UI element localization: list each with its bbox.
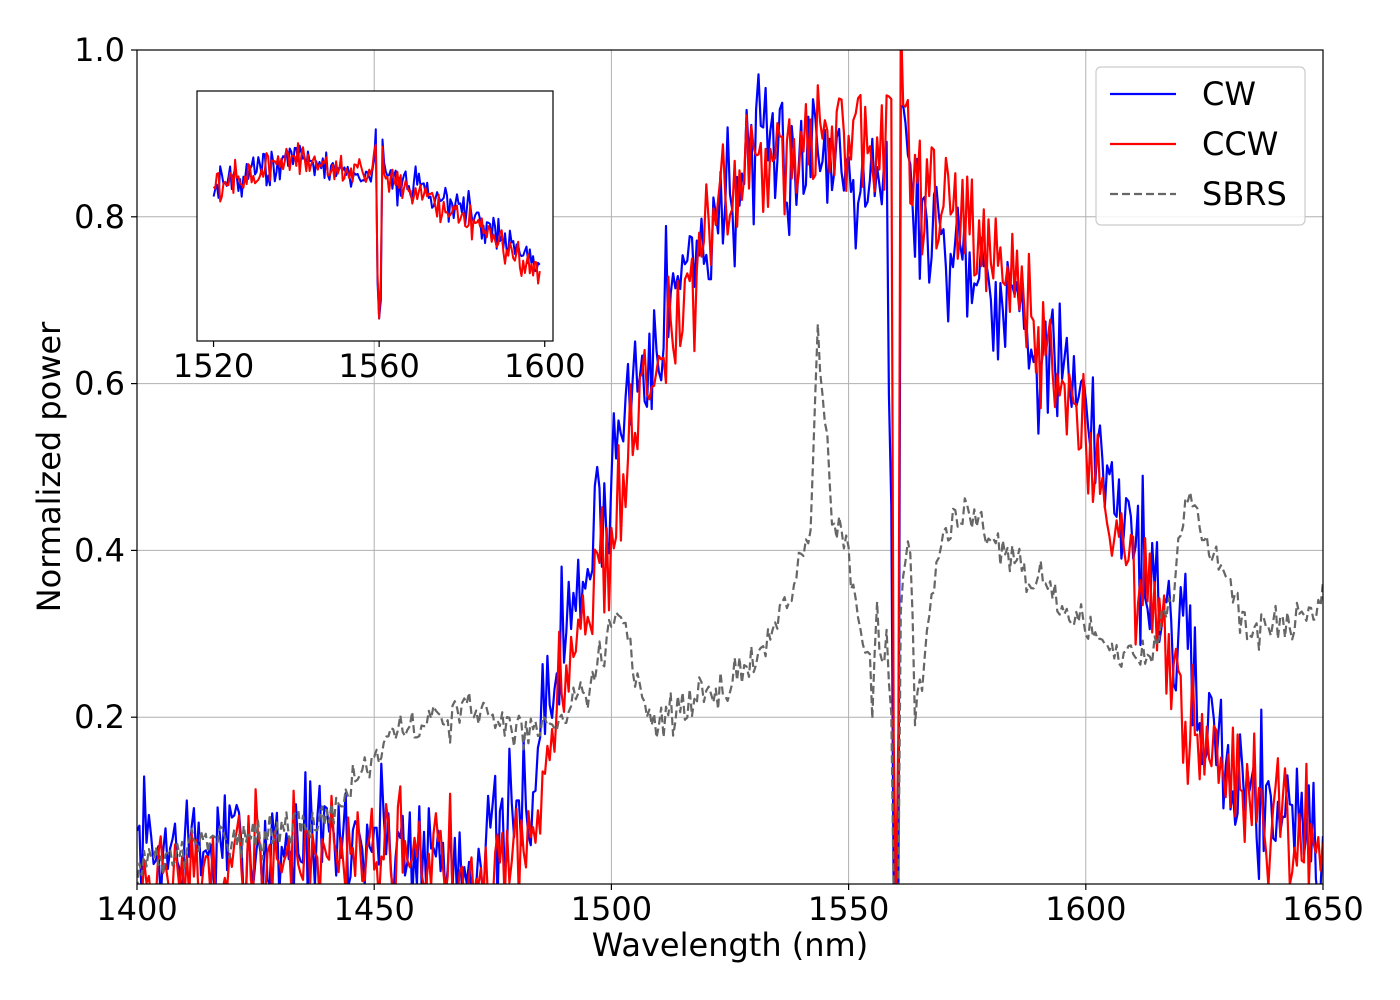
y-tick-label: 0.2 (74, 698, 125, 736)
series-line-ccw (141, 50, 1323, 884)
inset-background (197, 91, 553, 341)
inset-x-tick-label: 1560 (338, 347, 419, 385)
inset-x-tick-label: 1600 (504, 347, 585, 385)
y-tick-label: 0.8 (74, 198, 125, 236)
main-axes: 1400 1450 1500 1550 1600 1650 0.2 0.4 0.6 0.8 1.0… (30, 31, 1364, 964)
y-tick-label: 0.6 (74, 365, 125, 403)
x-axis-label: Wavelength (nm) (592, 926, 868, 964)
x-tick-label: 1550 (808, 890, 889, 928)
x-tick-label: 1650 (1282, 890, 1363, 928)
y-axis-label: Normalized power (30, 321, 68, 612)
x-tick-label: 1400 (96, 890, 177, 928)
inset-axes: 1520 1560 1600 (173, 90, 585, 385)
legend-label-cw: CW (1202, 75, 1256, 113)
main-x-ticks: 1400 1450 1500 1550 1600 1650 (96, 884, 1364, 928)
y-tick-label: 1.0 (74, 31, 125, 69)
legend-box (1095, 66, 1306, 226)
inset-series-line-ccw (212, 142, 541, 320)
main-plot-frame (136, 49, 1324, 885)
series-line-sbrs (137, 323, 1323, 884)
y-tick-label: 0.4 (74, 531, 125, 569)
x-tick-label: 1500 (571, 890, 652, 928)
inset-x-ticks: 1520 1560 1600 (173, 341, 585, 385)
main-gridlines (137, 50, 1323, 884)
inset-plot-frame (196, 90, 554, 342)
legend: CW CCW SBRS (1095, 66, 1306, 226)
x-tick-label: 1600 (1045, 890, 1126, 928)
legend-label-sbrs: SBRS (1202, 175, 1287, 213)
main-series-lines (137, 50, 1323, 884)
x-tick-label: 1450 (333, 890, 414, 928)
legend-label-ccw: CCW (1202, 125, 1278, 163)
main-y-ticks: 0.2 0.4 0.6 0.8 1.0 (74, 31, 137, 736)
inset-series-lines (212, 128, 541, 320)
inset-x-tick-label: 1520 (173, 347, 254, 385)
